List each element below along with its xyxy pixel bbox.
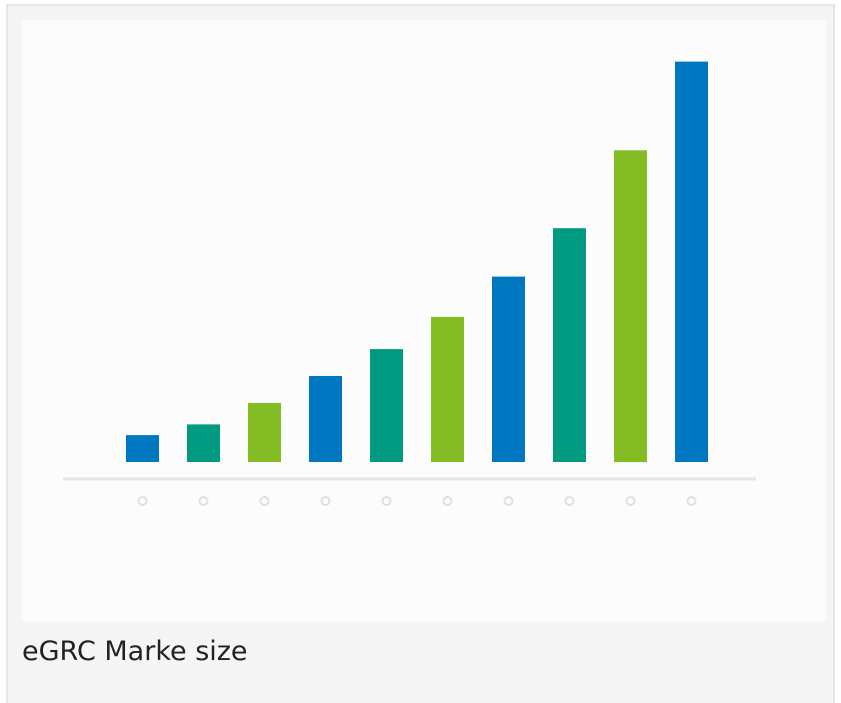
bar-2 [187,424,220,462]
bar-3 [248,402,281,462]
x-tick-marker-9 [625,496,636,506]
x-tick-marker-5 [381,496,392,506]
bar-4 [309,376,342,462]
x-tick-marker-7 [503,496,514,506]
bar-9 [614,150,647,463]
bars-layer [126,61,708,463]
figure-caption: eGRC Marke size [22,636,248,667]
bar-chart [63,61,756,506]
bar-7 [492,276,525,462]
bar-6 [431,316,464,462]
chart-image [22,20,826,621]
x-tick-marker-4 [320,496,331,506]
figure-card: eGRC Marke size [6,4,835,703]
x-tick-marker-1 [137,496,148,506]
bar-10 [675,61,708,462]
x-tick-marker-10 [686,496,697,506]
bar-8 [553,228,586,462]
bar-1 [126,435,159,462]
x-tick-marker-3 [259,496,270,506]
x-tick-marker-6 [442,496,453,506]
x-tick-marker-8 [564,496,575,506]
x-tick-markers [137,496,697,506]
bar-5 [370,349,403,462]
x-tick-marker-2 [198,496,209,506]
